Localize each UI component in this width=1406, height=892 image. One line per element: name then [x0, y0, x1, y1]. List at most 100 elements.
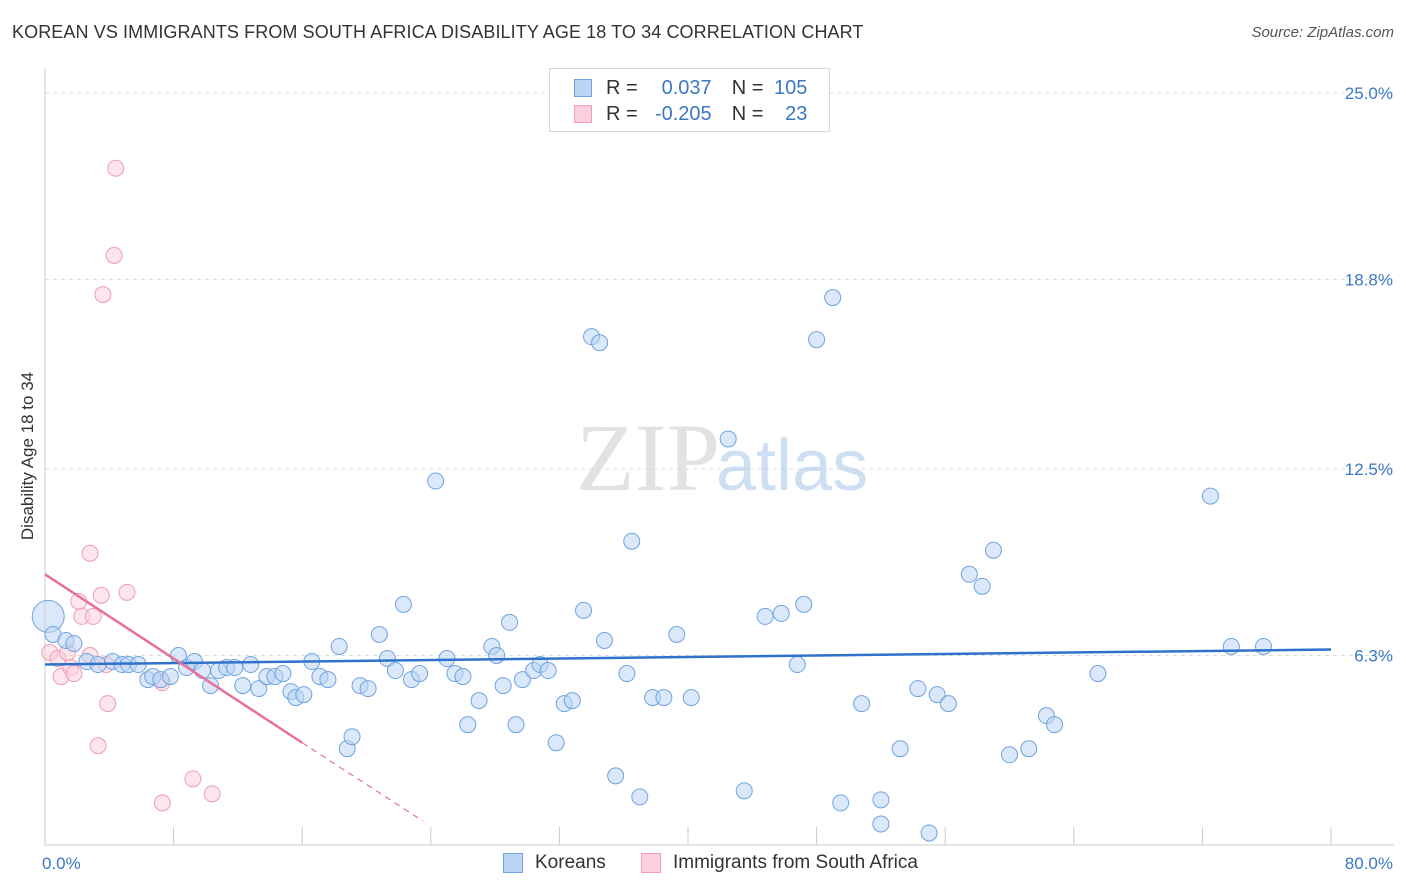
- point-koreans: [909, 680, 927, 698]
- point-immigrants: [153, 794, 171, 812]
- point-koreans: [494, 677, 512, 695]
- bottom-legend-swatch-immigrants: [641, 853, 661, 873]
- point-koreans: [984, 541, 1002, 559]
- bottom-legend-label-immigrants: Immigrants from South Africa: [673, 852, 918, 873]
- point-koreans: [1046, 716, 1064, 734]
- point-koreans: [607, 767, 625, 785]
- point-koreans: [378, 650, 396, 668]
- point-koreans: [872, 791, 890, 809]
- legend-box: R = 0.037 N = 105 R = -0.205 N = 23: [549, 68, 830, 132]
- y-tick-label: 6.3%: [1354, 647, 1393, 666]
- point-koreans: [394, 595, 412, 613]
- legend-r-label: R =: [606, 102, 638, 125]
- legend-n-label: N =: [731, 76, 764, 99]
- point-koreans: [772, 604, 790, 622]
- legend-row-koreans: R = 0.037 N = 105: [574, 76, 807, 100]
- point-koreans: [960, 565, 978, 583]
- point-koreans: [330, 637, 348, 655]
- point-koreans: [655, 689, 673, 707]
- point-koreans: [1001, 746, 1018, 764]
- point-koreans: [618, 665, 636, 683]
- point-immigrants: [203, 785, 221, 803]
- point-koreans: [507, 716, 525, 734]
- point-koreans: [623, 532, 641, 550]
- point-koreans: [575, 601, 593, 619]
- point-koreans: [250, 680, 268, 698]
- point-koreans: [563, 692, 581, 710]
- point-koreans: [595, 631, 613, 649]
- point-koreans: [631, 788, 649, 806]
- point-koreans: [295, 686, 313, 704]
- legend-r-label: R =: [606, 76, 638, 99]
- point-koreans: [591, 334, 609, 352]
- point-koreans: [242, 656, 260, 674]
- point-koreans: [1201, 487, 1219, 505]
- source-label: Source: ZipAtlas.com: [1251, 24, 1394, 41]
- point-koreans: [1222, 637, 1240, 655]
- point-koreans: [1254, 637, 1272, 655]
- point-koreans: [756, 607, 774, 625]
- legend-r-value-koreans: 0.037: [661, 76, 712, 99]
- point-koreans: [832, 794, 850, 812]
- point-koreans: [939, 695, 957, 713]
- y-tick-label: 25.0%: [1345, 84, 1393, 103]
- point-koreans: [872, 815, 890, 833]
- point-koreans: [343, 728, 361, 746]
- point-immigrants: [81, 544, 99, 562]
- point-koreans: [459, 716, 477, 734]
- point-koreans: [65, 634, 83, 652]
- point-koreans: [539, 662, 557, 680]
- point-koreans: [808, 331, 826, 349]
- axes: [44, 68, 1394, 846]
- legend-n-value-immigrants: 23: [785, 102, 808, 125]
- point-immigrants: [107, 159, 125, 177]
- bottom-legend-swatch-koreans: [503, 853, 523, 873]
- point-koreans: [928, 686, 946, 704]
- point-koreans: [920, 824, 938, 842]
- x-tick-label-min: 0.0%: [42, 854, 81, 873]
- point-immigrants: [94, 286, 112, 304]
- series-koreans: [31, 289, 1272, 842]
- point-koreans: [370, 625, 388, 643]
- gridlines: [45, 92, 1394, 657]
- point-koreans: [824, 289, 842, 307]
- point-immigrants: [105, 246, 123, 264]
- watermark-zip: ZIP: [576, 404, 720, 511]
- point-koreans: [488, 647, 506, 665]
- point-immigrants: [89, 737, 107, 755]
- point-koreans: [853, 695, 871, 713]
- point-koreans: [454, 668, 472, 686]
- legend-r-value-immigrants: -0.205: [654, 102, 712, 125]
- point-immigrants: [184, 770, 202, 788]
- x-tick-label-max: 80.0%: [1345, 854, 1393, 873]
- point-koreans: [501, 613, 519, 631]
- point-koreans: [788, 656, 806, 674]
- point-koreans: [891, 740, 909, 758]
- point-koreans: [973, 577, 991, 595]
- chart-title: KOREAN VS IMMIGRANTS FROM SOUTH AFRICA D…: [12, 22, 864, 42]
- point-koreans: [386, 662, 404, 680]
- point-koreans: [274, 665, 292, 683]
- point-koreans: [1089, 665, 1107, 683]
- trend-line-immigrants: [44, 573, 303, 744]
- series-immigrants-south-africa: [41, 159, 221, 812]
- trend-line-koreans: [44, 648, 1332, 666]
- point-koreans: [547, 734, 565, 752]
- point-koreans: [359, 680, 377, 698]
- bottom-legend-label-koreans: Koreans: [535, 852, 606, 873]
- point-koreans: [234, 677, 252, 695]
- legend-row-immigrants: R = -0.205 N = 23: [574, 102, 807, 126]
- point-koreans: [438, 650, 456, 668]
- point-koreans: [735, 782, 753, 800]
- point-koreans: [795, 595, 813, 613]
- point-koreans: [513, 671, 531, 689]
- tick-labels: 6.3% 12.5% 18.8% 25.0% 0.0% 80.0%: [42, 84, 1393, 873]
- y-tick-label: 12.5%: [1345, 460, 1393, 479]
- point-koreans: [470, 692, 488, 710]
- legend-swatch-immigrants: [574, 105, 592, 123]
- bottom-legend-koreans: Koreans: [503, 852, 606, 874]
- point-koreans: [682, 689, 700, 707]
- watermark-atlas: atlas: [716, 426, 868, 506]
- point-immigrants: [118, 583, 136, 601]
- y-tick-label: 18.8%: [1345, 271, 1393, 290]
